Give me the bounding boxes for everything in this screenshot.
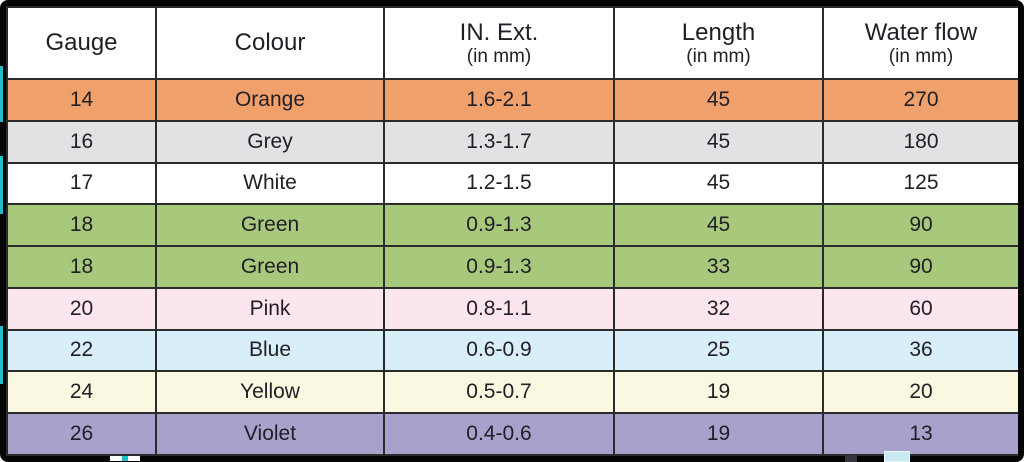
cell-in-ext: 1.2-1.5 [383, 161, 615, 206]
cell-colour: Green [155, 203, 385, 248]
cell-length: 45 [613, 161, 824, 206]
cell-gauge: 18 [6, 203, 157, 248]
table-row: 22 Blue 0.6-0.9 25 36 [6, 328, 1018, 373]
column-header-label: Colour [234, 29, 306, 56]
cell-water-flow: 270 [822, 78, 1018, 122]
column-header-unit: (in mm) [686, 45, 751, 67]
column-header-in-ext: IN. Ext. (in mm) [383, 6, 615, 80]
table-row: 18 Green 0.9-1.3 33 90 [6, 245, 1018, 289]
column-header-length: Length (in mm) [613, 6, 824, 80]
cell-water-flow: 13 [822, 412, 1018, 456]
cell-length: 25 [613, 328, 824, 373]
scan-artifact-left-edge [0, 156, 3, 214]
cell-in-ext: 0.4-0.6 [383, 412, 615, 456]
scan-artifact-left-edge [0, 326, 3, 384]
column-header-label: Length [681, 18, 756, 46]
table-row: 17 White 1.2-1.5 45 125 [6, 161, 1018, 206]
cell-colour: White [155, 161, 385, 206]
cell-gauge: 14 [6, 78, 157, 122]
cell-colour: Grey [155, 119, 385, 164]
cell-gauge: 24 [6, 370, 157, 415]
cell-gauge: 16 [6, 119, 157, 164]
cell-length: 33 [613, 245, 824, 289]
scan-artifact-bottom-blue-mark [884, 451, 910, 462]
cell-length: 32 [613, 286, 824, 331]
cell-colour: Violet [155, 412, 385, 456]
column-header-water-flow: Water flow (in mm) [822, 6, 1018, 80]
cell-water-flow: 36 [822, 328, 1018, 373]
cell-in-ext: 0.6-0.9 [383, 328, 615, 373]
table-row: 24 Yellow 0.5-0.7 19 20 [6, 370, 1018, 415]
cell-water-flow: 90 [822, 203, 1018, 248]
column-header-unit: (in mm) [466, 45, 532, 67]
table-row: 16 Grey 1.3-1.7 45 180 [6, 119, 1018, 164]
cell-in-ext: 1.6-2.1 [383, 78, 615, 122]
column-header-unit: (in mm) [888, 45, 954, 67]
cell-in-ext: 0.5-0.7 [383, 370, 615, 415]
table-row: 18 Green 0.9-1.3 45 90 [6, 203, 1018, 248]
gauge-specification-table: Gauge Colour IN. Ext. (in mm) Length (in… [6, 6, 1018, 456]
table-row: 14 Orange 1.6-2.1 45 270 [6, 78, 1018, 122]
table-body: 14 Orange 1.6-2.1 45 270 16 Grey 1.3-1.7… [6, 78, 1018, 456]
cell-length: 45 [613, 119, 824, 164]
cell-water-flow: 125 [822, 161, 1018, 206]
table-row: 26 Violet 0.4-0.6 19 13 [6, 412, 1018, 456]
cell-water-flow: 90 [822, 245, 1018, 289]
cell-gauge: 26 [6, 412, 157, 456]
cell-water-flow: 60 [822, 286, 1018, 331]
cell-in-ext: 0.9-1.3 [383, 245, 615, 289]
cell-water-flow: 20 [822, 370, 1018, 415]
cell-colour: Yellow [155, 370, 385, 415]
cell-in-ext: 0.9-1.3 [383, 203, 615, 248]
cell-length: 45 [613, 203, 824, 248]
cell-gauge: 22 [6, 328, 157, 373]
cell-water-flow: 180 [822, 119, 1018, 164]
column-header-gauge: Gauge [6, 6, 157, 80]
cell-length: 19 [613, 370, 824, 415]
table-row: 20 Pink 0.8-1.1 32 60 [6, 286, 1018, 331]
cell-colour: Pink [155, 286, 385, 331]
cell-colour: Orange [155, 78, 385, 122]
cell-in-ext: 0.8-1.1 [383, 286, 615, 331]
cell-colour: Blue [155, 328, 385, 373]
column-header-label: IN. Ext. [459, 18, 539, 46]
scan-artifact-bottom-dash-teal [122, 456, 128, 461]
scan-artifact-left-edge [0, 66, 3, 122]
cell-length: 19 [613, 412, 824, 456]
cell-length: 45 [613, 78, 824, 122]
header-row: Gauge Colour IN. Ext. (in mm) Length (in… [6, 6, 1018, 80]
scan-artifact-bottom-dark-mark [845, 455, 857, 462]
column-header-colour: Colour [155, 6, 385, 80]
cell-gauge: 17 [6, 161, 157, 206]
cell-gauge: 18 [6, 245, 157, 289]
cell-in-ext: 1.3-1.7 [383, 119, 615, 164]
cell-colour: Green [155, 245, 385, 289]
cell-gauge: 20 [6, 286, 157, 331]
column-header-label: Gauge [45, 29, 118, 56]
column-header-label: Water flow [864, 18, 978, 46]
